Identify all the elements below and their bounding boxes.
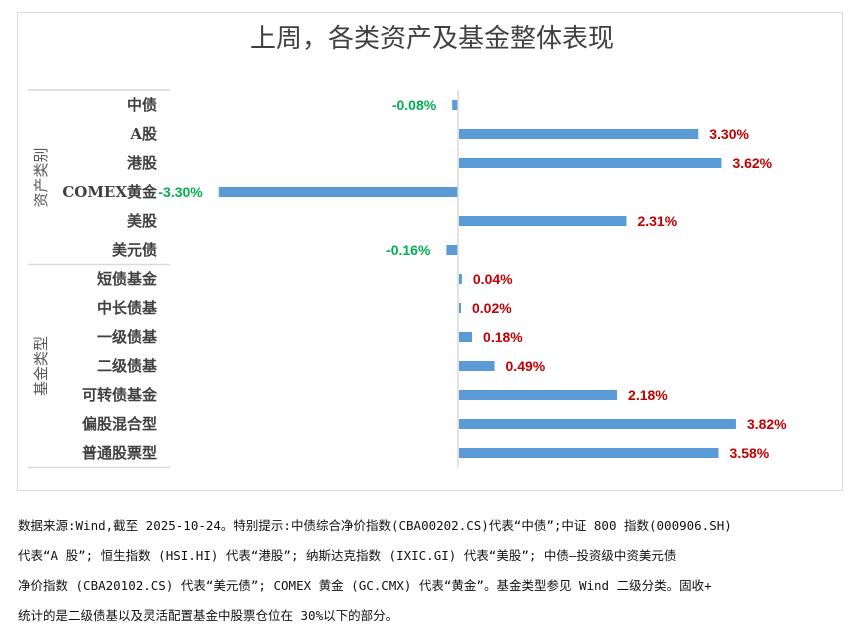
data-label: 3.82% [747,416,787,432]
category-label: 中长债基 [97,299,158,317]
category-label: 短债基金 [97,270,158,288]
bar [459,361,495,371]
data-label: -0.16% [386,242,431,258]
category-label: 美元债 [112,241,157,259]
chart-frame [17,12,843,491]
category-label: A股 [129,125,158,143]
bar [446,245,458,255]
footnote-line: 数据来源:Wind,截至 2025-10-24。特别提示:中债综合净价指数(CB… [18,518,732,533]
category-label: 一级债基 [97,328,158,346]
data-label: 0.18% [483,329,523,345]
bar [218,187,458,197]
data-label: 3.30% [709,126,749,142]
category-label: 偏股混合型 [82,415,157,433]
bar [459,332,473,342]
bar-chart: 中债 -0.08% A股 3.30% 港股 3.62% COMEX黄金 -3.30%美股 2.3… [28,89,787,469]
data-label: -3.30% [158,184,203,200]
data-label: 0.04% [473,271,513,287]
group-label: 基金类型 [32,336,50,396]
data-label: 0.49% [506,358,546,374]
bar [459,158,722,168]
bar [459,303,461,313]
data-label: 2.18% [628,387,668,403]
bar [459,129,699,139]
data-label: 2.31% [637,213,677,229]
data-label: 3.62% [732,155,772,171]
bar [459,448,719,458]
bar [459,390,618,400]
footnote: 数据来源:Wind,截至 2025-10-24。特别提示:中债综合净价指数(CB… [18,511,848,631]
footnote-line: 统计的是二级债基以及灵活配置基金中股票仓位在 30%以下的部分。 [18,608,399,623]
data-label: 0.02% [472,300,512,316]
category-label: 可转债基金 [82,386,158,404]
category-label: COMEX黄金 [62,183,158,201]
category-label: 中债 [127,96,157,114]
chart-title: 上周，各类资产及基金整体表现 [249,24,614,54]
data-label: 3.58% [730,445,770,461]
category-label: 美股 [127,212,158,230]
bar [459,419,736,429]
bar [452,100,458,110]
bar [459,274,462,284]
category-label: 普通股票型 [82,444,157,462]
group-label: 资产类别 [32,147,50,207]
category-label: 港股 [127,154,158,172]
footnote-line: 净价指数 (CBA20102.CS) 代表“美元债”; COMEX 黄金 (GC… [18,578,712,593]
data-label: -0.08% [392,97,437,113]
category-label: 二级债基 [97,357,158,375]
footnote-line: 代表“A 股”; 恒生指数 (HSI.HI) 代表“港股”; 纳斯达克指数 (I… [18,548,677,563]
bar [459,216,627,226]
